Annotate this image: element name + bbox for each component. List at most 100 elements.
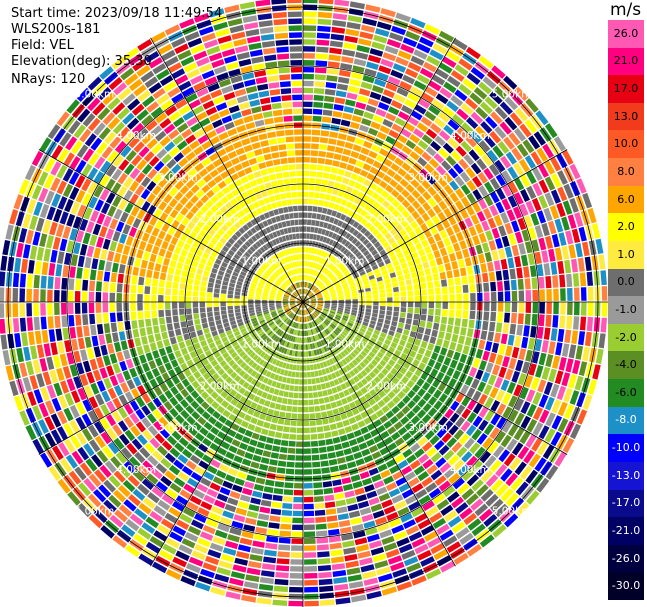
range-gate <box>151 294 157 302</box>
range-gate <box>307 323 310 329</box>
range-gate <box>246 248 254 255</box>
range-gate <box>345 297 351 300</box>
range-gate <box>264 272 270 277</box>
range-gate <box>478 55 494 69</box>
range-gate <box>174 191 184 201</box>
range-gate <box>422 500 435 512</box>
range-gate <box>442 339 450 349</box>
range-gate <box>166 323 174 331</box>
range-gate <box>34 330 42 345</box>
range-gate <box>571 228 581 243</box>
range-gate <box>396 381 405 390</box>
range-gate <box>305 289 307 295</box>
range-gate <box>278 537 291 544</box>
range-gate <box>383 323 390 330</box>
range-gate <box>294 307 298 313</box>
range-gate <box>283 304 289 307</box>
range-gate <box>317 305 323 308</box>
range-gate <box>349 370 356 377</box>
range-gate <box>219 237 227 245</box>
range-gate <box>94 156 106 170</box>
range-gate <box>421 151 432 162</box>
range-gate <box>536 264 544 277</box>
range-gate <box>317 264 322 271</box>
range-gate <box>379 249 387 257</box>
range-gate <box>279 322 284 328</box>
range-gate <box>272 263 278 269</box>
range-gate <box>514 335 522 348</box>
range-gate <box>297 309 301 315</box>
range-gate <box>484 396 494 409</box>
range-gate <box>48 263 56 276</box>
range-gate <box>294 322 298 329</box>
range-gate <box>309 283 313 289</box>
range-gate <box>130 293 136 302</box>
range-gate <box>354 261 361 268</box>
range-gate <box>116 283 123 293</box>
range-gate <box>426 55 441 67</box>
range-gate <box>256 311 262 315</box>
range-gate <box>347 85 360 94</box>
range-gate <box>304 281 307 288</box>
range-gate <box>303 303 305 309</box>
range-gate <box>308 184 315 191</box>
range-gate <box>364 221 372 229</box>
range-gate <box>402 448 413 458</box>
range-gate <box>449 252 457 262</box>
range-gate <box>202 123 214 133</box>
range-gate <box>160 457 172 469</box>
range-gate <box>145 318 152 327</box>
range-gate <box>402 395 411 405</box>
range-gate <box>284 384 290 391</box>
range-gate <box>221 115 233 124</box>
range-gate <box>148 235 157 245</box>
range-gate <box>294 283 298 289</box>
range-gate <box>358 38 372 47</box>
range-gate <box>38 187 49 203</box>
range-gate <box>265 542 278 550</box>
range-gate <box>398 543 413 554</box>
range-gate <box>434 440 445 451</box>
range-gate <box>338 391 345 399</box>
range-gate <box>345 224 352 232</box>
range-gate <box>308 283 312 289</box>
range-gate <box>308 191 315 198</box>
range-gate <box>200 568 215 579</box>
range-gate <box>384 319 391 325</box>
range-gate <box>463 512 478 526</box>
range-gate <box>262 220 269 227</box>
range-gate <box>105 333 113 344</box>
range-gate <box>318 273 323 279</box>
range-gate <box>546 289 552 301</box>
range-gate <box>278 252 283 258</box>
range-gate <box>290 269 294 276</box>
range-gate <box>453 269 460 278</box>
range-gate <box>207 416 217 425</box>
range-gate <box>86 221 95 234</box>
range-gate <box>382 241 390 249</box>
range-gate <box>216 377 224 385</box>
range-gate <box>459 267 467 277</box>
range-gate <box>335 197 343 204</box>
range-gate <box>339 278 346 283</box>
range-gate <box>164 452 176 464</box>
range-gate <box>495 354 504 366</box>
range-gate <box>493 445 505 458</box>
range-gate <box>314 370 319 377</box>
range-gate <box>386 168 396 178</box>
range-gate <box>582 394 593 410</box>
range-gate <box>303 226 307 232</box>
range-gate <box>262 361 268 368</box>
range-gate <box>218 328 225 335</box>
range-gate <box>538 237 547 251</box>
range-gate <box>164 389 174 400</box>
range-gate <box>264 549 277 557</box>
range-gate <box>240 271 247 277</box>
range-gate <box>304 552 317 558</box>
range-gate <box>350 150 360 159</box>
range-gate <box>412 404 421 414</box>
range-gate <box>269 303 275 306</box>
range-gate <box>310 302 317 304</box>
range-gate <box>233 267 241 274</box>
range-gate <box>255 292 262 296</box>
